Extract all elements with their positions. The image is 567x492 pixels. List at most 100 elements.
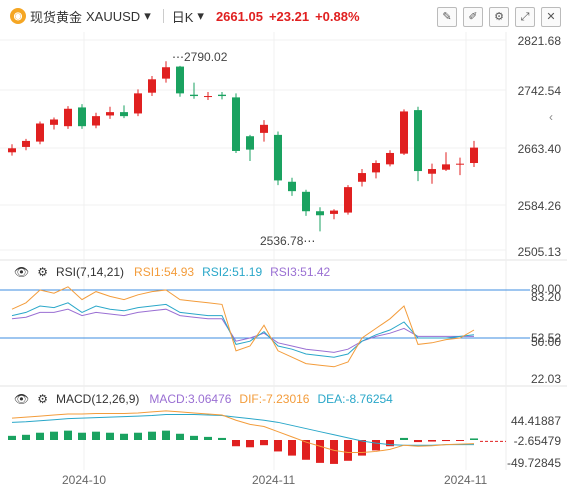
macd-bar (330, 440, 338, 464)
macd-bar (288, 440, 296, 456)
collapse-side-icon[interactable]: ‹ (549, 110, 553, 124)
chevron-down-icon[interactable]: ▾ (144, 8, 151, 23)
macd-bar (106, 432, 114, 440)
candle-body (162, 67, 170, 79)
candle-body (106, 112, 114, 116)
macd-bar (442, 440, 450, 442)
rsi-axis-tick: 52.52 (530, 331, 561, 345)
candles (8, 61, 478, 232)
price-axis-tick: 2505.13 (517, 245, 561, 259)
candle-body (64, 108, 72, 127)
candle-body (50, 119, 58, 125)
eye-icon[interactable]: 👁 (14, 265, 30, 279)
macd-bar (414, 440, 422, 443)
rsi2-value: RSI2:51.19 (202, 265, 263, 279)
draw-icon[interactable]: ✎ (437, 7, 457, 27)
low-annotation: 2536.78⋯ (260, 234, 316, 248)
macd-bar (372, 440, 380, 451)
candle-body (288, 181, 296, 192)
macd-bar (92, 431, 100, 440)
macd-bar (358, 440, 366, 456)
macd-bar (78, 432, 86, 440)
gear-icon[interactable]: ⚙ (37, 265, 48, 279)
macd-bar (120, 433, 128, 440)
x-axis-tick: 2024-11 (252, 473, 296, 487)
macd-bar (218, 437, 226, 440)
candle-body (428, 169, 436, 174)
rsi1-value: RSI1:54.93 (134, 265, 195, 279)
macd-bar (386, 440, 394, 447)
macd-bar (36, 432, 44, 440)
macd-axis-tick: -49.72845 (506, 456, 561, 470)
macd-axis-tick: -2.65479 (513, 434, 561, 448)
settings-icon[interactable]: ⚙ (489, 7, 509, 27)
pen-icon[interactable]: ✐ (463, 7, 483, 27)
price-axis-tick: 2663.40 (517, 142, 561, 156)
macd-bar (50, 431, 58, 440)
candle-body (274, 134, 282, 181)
macd-title[interactable]: MACD(12,26,9) (56, 392, 140, 406)
timeframe-select[interactable]: 日K (171, 9, 194, 25)
candle-body (120, 112, 128, 117)
gold-logo-icon: ◉ (10, 8, 26, 24)
macd-bar (148, 431, 156, 440)
rsi3-value: RSI3:51.42 (270, 265, 331, 279)
instrument-symbol[interactable]: XAUUSD (86, 8, 141, 24)
eye-icon[interactable]: 👁 (14, 392, 30, 406)
dif-line (11, 410, 475, 453)
toolbar: ✎ ✐ ⚙ ⤢ ✕ (437, 7, 561, 27)
last-price: 2661.05 (215, 8, 263, 24)
rsi-axis-tick: 50.00 (530, 335, 561, 349)
candle-body (176, 66, 184, 94)
candle-body (358, 173, 366, 182)
candle-body (386, 152, 394, 165)
rsi-axis-tick: 80.00 (530, 282, 561, 296)
candle-body (36, 123, 44, 142)
candle-body (260, 124, 268, 133)
rsi-axis-tick: 83.20 (530, 290, 561, 304)
fullscreen-icon[interactable]: ⤢ (515, 7, 535, 27)
candle-body (78, 107, 86, 127)
candle-body (246, 136, 254, 150)
macd-bar (232, 440, 240, 447)
price-change-pct: +0.88% (315, 8, 360, 24)
candle-body (470, 147, 478, 164)
candle-body (204, 96, 212, 98)
rsi-lines (0, 286, 530, 368)
candle-body (414, 110, 422, 172)
gear-icon[interactable]: ⚙ (37, 392, 48, 406)
candle-body (400, 111, 408, 154)
chevron-down-icon[interactable]: ▾ (197, 8, 204, 23)
price-change: +23.21 (268, 8, 310, 24)
price-axis-tick: 2821.68 (517, 34, 561, 48)
candle-body (302, 191, 310, 212)
macd-bar (204, 436, 212, 440)
instrument-name[interactable]: 现货黄金 (30, 9, 83, 25)
macd-bar (8, 435, 16, 440)
macd-value: MACD:3.06476 (149, 392, 232, 406)
macd-bar (22, 434, 30, 440)
macd-bar (274, 440, 282, 452)
macd-bar (344, 440, 352, 461)
rsi1-line (11, 286, 475, 368)
macd-bar (302, 440, 310, 460)
macd-bar (64, 430, 72, 440)
macd-bar (316, 440, 324, 463)
candle-body (330, 210, 338, 214)
close-icon[interactable]: ✕ (541, 7, 561, 27)
macd-bar (190, 435, 198, 440)
divider (162, 9, 164, 23)
x-axis-tick: 2024-11 (444, 473, 488, 487)
rsi-title[interactable]: RSI(7,14,21) (56, 265, 125, 279)
x-axis-tick: 2024-10 (62, 473, 107, 487)
candle-body (148, 79, 156, 93)
rsi3-line (11, 308, 474, 353)
macd-axis-tick: 44.41887 (510, 414, 561, 428)
price-axis-tick: 2584.26 (517, 199, 561, 213)
rsi-header: 👁 ⚙ RSI(7,14,21) RSI1:54.93 RSI2:51.19 R… (14, 265, 338, 279)
candle-body (22, 140, 30, 147)
price-axis-tick: 2742.54 (517, 84, 561, 98)
candle-body (344, 187, 352, 213)
candle-body (456, 163, 464, 165)
